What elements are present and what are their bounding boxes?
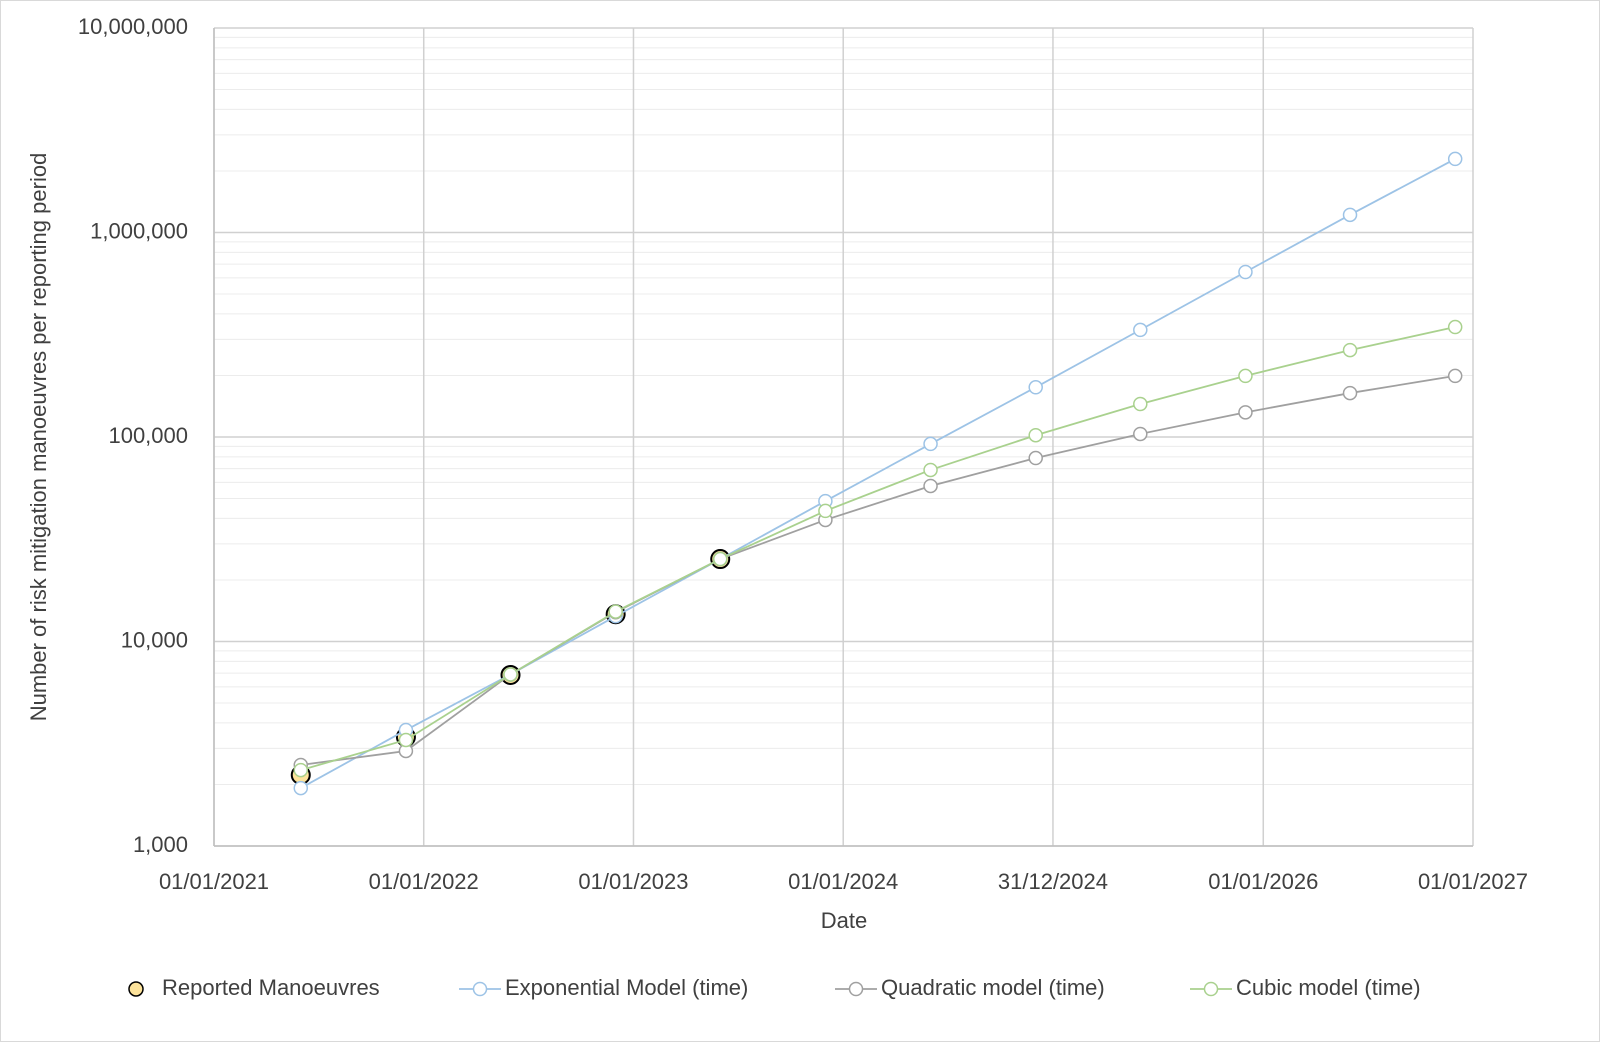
y-tick-label: 1,000,000 (90, 218, 188, 243)
data-point (503, 667, 518, 682)
series-line (300, 326, 1456, 771)
legend-marker (472, 981, 488, 997)
y-axis-title: Number of risk mitigation manoeuvres per… (26, 153, 51, 722)
y-tick-label: 10,000 (121, 627, 188, 652)
data-point (923, 462, 938, 478)
legend-label: Reported Manoeuvres (162, 975, 380, 1000)
data-point (1238, 368, 1253, 384)
data-point (1342, 342, 1358, 358)
x-tick-label: 01/01/2026 (1208, 869, 1318, 894)
data-point (608, 604, 623, 619)
data-point (818, 503, 833, 519)
legend-label: Quadratic model (time) (881, 975, 1105, 1000)
legend-marker (1203, 981, 1219, 997)
data-point (293, 762, 309, 778)
x-tick-label: 31/12/2024 (998, 869, 1108, 894)
x-tick-label: 01/01/2027 (1418, 869, 1528, 894)
y-tick-label: 100,000 (108, 423, 188, 448)
data-point (1342, 207, 1358, 223)
data-point (1447, 151, 1463, 167)
x-tick-label: 01/01/2024 (788, 869, 898, 894)
data-point (1238, 264, 1253, 280)
data-point (1028, 380, 1043, 395)
y-tick-label: 1,000 (133, 832, 188, 857)
x-tick-label: 01/01/2021 (159, 869, 269, 894)
data-point (1238, 405, 1253, 420)
legend-marker (128, 981, 144, 997)
legend-label: Exponential Model (time) (505, 975, 748, 1000)
data-point (1133, 426, 1148, 442)
legend-label: Cubic model (time) (1236, 975, 1421, 1000)
x-tick-label: 01/01/2022 (369, 869, 479, 894)
data-point (923, 436, 938, 452)
x-axis-title: Date (821, 908, 867, 933)
data-point (398, 732, 414, 748)
series-line (300, 158, 1456, 789)
legend-marker (848, 981, 864, 997)
data-point (712, 551, 728, 567)
data-point (1028, 450, 1043, 466)
data-point (923, 478, 938, 494)
data-point (1028, 427, 1043, 443)
y-tick-label: 10,000,000 (78, 14, 188, 39)
data-point (1447, 319, 1463, 335)
series-line (300, 374, 1456, 766)
x-tick-label: 01/01/2023 (578, 869, 688, 894)
data-point (1133, 322, 1148, 338)
data-point (293, 780, 309, 796)
data-point (1447, 368, 1463, 384)
data-point (1133, 396, 1148, 412)
data-point (1342, 385, 1358, 401)
